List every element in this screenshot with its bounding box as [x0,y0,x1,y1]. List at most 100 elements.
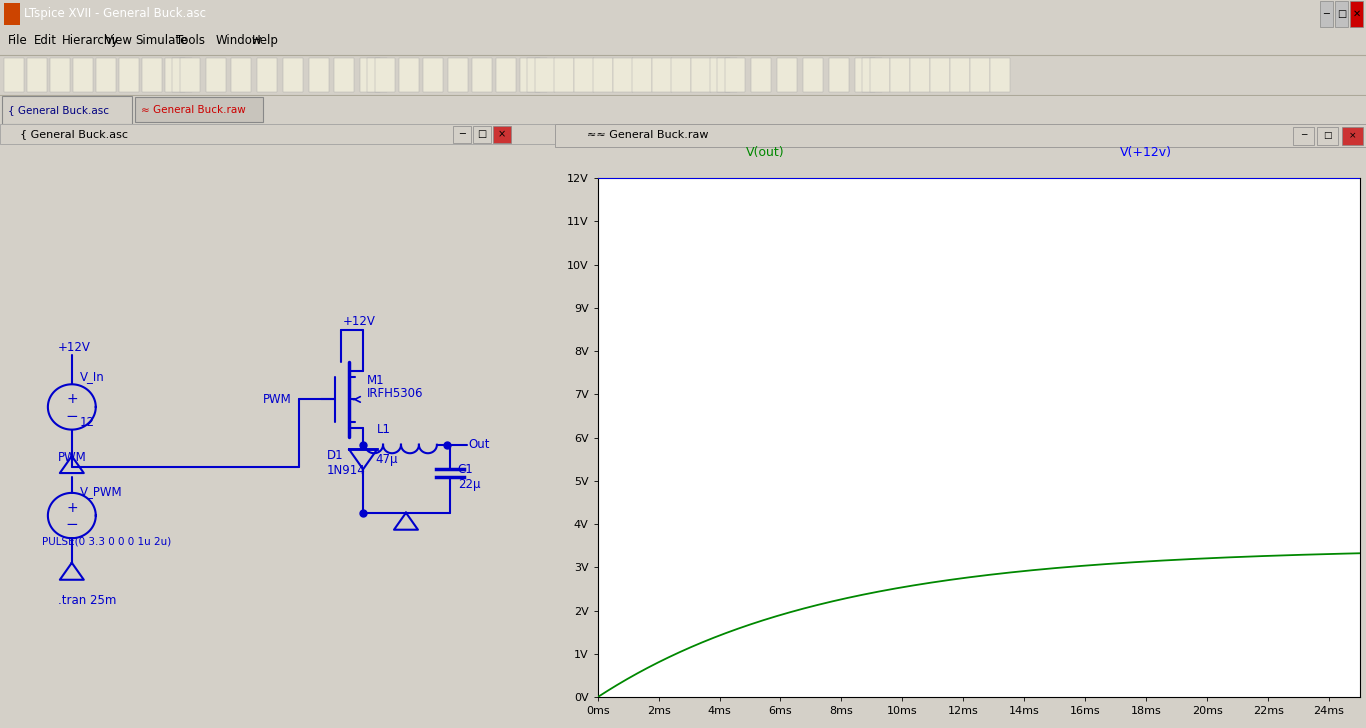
Text: Tools: Tools [176,34,205,47]
FancyBboxPatch shape [1294,127,1314,145]
FancyBboxPatch shape [1,95,133,124]
Text: 22μ: 22μ [458,478,481,491]
FancyBboxPatch shape [454,125,471,143]
FancyBboxPatch shape [257,58,277,92]
Text: +12V: +12V [57,341,90,354]
Text: View: View [105,34,133,47]
FancyBboxPatch shape [751,58,770,92]
Text: +12V: +12V [343,315,376,328]
FancyBboxPatch shape [0,124,555,144]
Text: D1: D1 [328,448,344,462]
Text: □: □ [1337,9,1346,19]
Text: IRFH5306: IRFH5306 [367,387,423,400]
Text: Window: Window [216,34,262,47]
FancyBboxPatch shape [970,58,990,92]
Text: 12: 12 [79,416,94,429]
Text: −: − [66,518,78,532]
FancyBboxPatch shape [613,58,632,92]
Text: Hierarchy: Hierarchy [61,34,119,47]
FancyBboxPatch shape [471,58,492,92]
FancyBboxPatch shape [725,58,744,92]
Text: LTspice XVII - General Buck.asc: LTspice XVII - General Buck.asc [25,7,206,20]
FancyBboxPatch shape [165,58,184,92]
FancyBboxPatch shape [535,58,555,92]
FancyBboxPatch shape [376,58,395,92]
FancyBboxPatch shape [990,58,1009,92]
Text: +: + [66,392,78,406]
FancyBboxPatch shape [1341,127,1363,145]
FancyBboxPatch shape [803,58,822,92]
FancyBboxPatch shape [231,58,251,92]
Text: ≈ General Buck.raw: ≈ General Buck.raw [141,105,246,115]
Text: −: − [66,409,78,424]
Text: 47μ: 47μ [376,454,398,467]
FancyBboxPatch shape [172,58,193,92]
FancyBboxPatch shape [855,58,876,92]
FancyBboxPatch shape [367,58,387,92]
Text: { General Buck.asc: { General Buck.asc [20,129,128,139]
FancyBboxPatch shape [717,58,738,92]
FancyBboxPatch shape [180,58,199,92]
FancyBboxPatch shape [283,58,303,92]
Text: M1: M1 [367,374,385,387]
Text: Help: Help [251,34,279,47]
FancyBboxPatch shape [829,58,850,92]
FancyBboxPatch shape [361,58,380,92]
Text: ×: × [497,129,505,139]
Text: V(out): V(out) [746,146,784,159]
FancyBboxPatch shape [691,58,710,92]
FancyBboxPatch shape [72,58,93,92]
FancyBboxPatch shape [142,58,163,92]
Text: ✕: ✕ [1352,9,1361,19]
FancyBboxPatch shape [652,58,672,92]
FancyBboxPatch shape [910,58,930,92]
FancyBboxPatch shape [423,58,444,92]
Text: File: File [8,34,27,47]
FancyBboxPatch shape [399,58,419,92]
FancyBboxPatch shape [496,58,516,92]
Text: □: □ [477,129,486,139]
FancyBboxPatch shape [555,124,1366,146]
FancyBboxPatch shape [777,58,796,92]
Text: L1: L1 [377,423,391,436]
FancyBboxPatch shape [520,58,540,92]
FancyBboxPatch shape [448,58,467,92]
FancyBboxPatch shape [119,58,139,92]
FancyBboxPatch shape [527,58,546,92]
FancyBboxPatch shape [710,58,729,92]
FancyBboxPatch shape [632,58,652,92]
Text: ─: ─ [1324,9,1329,19]
FancyBboxPatch shape [930,58,949,92]
FancyBboxPatch shape [96,58,116,92]
FancyBboxPatch shape [555,58,575,92]
Text: PWM: PWM [57,451,86,464]
FancyBboxPatch shape [135,97,264,122]
FancyBboxPatch shape [1320,1,1333,26]
Text: .tran 25m: .tran 25m [57,594,116,607]
FancyBboxPatch shape [949,58,970,92]
Text: ≈≈ General Buck.raw: ≈≈ General Buck.raw [587,130,709,141]
FancyBboxPatch shape [27,58,46,92]
Text: V_PWM: V_PWM [79,486,123,499]
FancyBboxPatch shape [1317,127,1339,145]
FancyBboxPatch shape [335,58,354,92]
Text: Simulate: Simulate [135,34,187,47]
Text: C1: C1 [458,463,474,476]
FancyBboxPatch shape [493,125,511,143]
FancyBboxPatch shape [593,58,613,92]
FancyBboxPatch shape [473,125,490,143]
Text: 1N914: 1N914 [328,464,366,477]
Text: PWM: PWM [264,393,292,406]
FancyBboxPatch shape [671,58,691,92]
Text: +: + [66,501,78,515]
Text: Edit: Edit [34,34,57,47]
Text: V(+12v): V(+12v) [1120,146,1172,159]
Text: □: □ [1324,131,1332,141]
Text: ─: ─ [459,129,464,139]
Text: PULSE(0 3.3 0 0 0 1u 2u): PULSE(0 3.3 0 0 0 1u 2u) [42,537,171,547]
FancyBboxPatch shape [206,58,225,92]
FancyBboxPatch shape [891,58,910,92]
Text: ×: × [1348,131,1356,141]
Text: V_In: V_In [79,371,105,383]
FancyBboxPatch shape [1335,1,1348,26]
